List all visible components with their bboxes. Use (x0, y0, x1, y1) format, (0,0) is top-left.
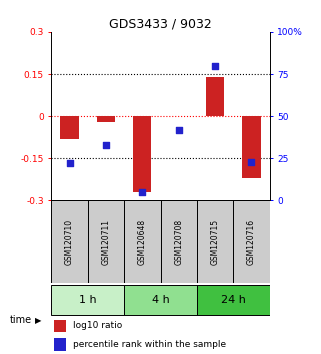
Text: GSM120716: GSM120716 (247, 218, 256, 265)
Bar (124, 285, 197, 315)
Text: GSM120711: GSM120711 (101, 219, 110, 265)
Point (213, 63, 218, 68)
Bar (51, 285, 124, 315)
Bar (97, 116, 115, 122)
Point (67, 160, 72, 166)
Point (140, 189, 145, 195)
Text: 1 h: 1 h (79, 295, 97, 305)
Text: GSM120710: GSM120710 (65, 218, 74, 265)
Text: GSM120648: GSM120648 (138, 218, 147, 265)
Point (103, 142, 108, 148)
Bar (206, 77, 224, 116)
Bar (233, 200, 270, 283)
Text: 4 h: 4 h (152, 295, 169, 305)
Text: percentile rank within the sample: percentile rank within the sample (73, 340, 226, 349)
Text: log10 ratio: log10 ratio (73, 321, 122, 330)
Point (249, 159, 254, 165)
Bar (54, 338, 65, 351)
Bar (197, 200, 233, 283)
Text: ▶: ▶ (35, 316, 42, 325)
Text: GSM120708: GSM120708 (174, 218, 183, 265)
Bar (133, 116, 152, 192)
Text: GSM120715: GSM120715 (211, 218, 220, 265)
Bar (54, 320, 65, 332)
Bar (88, 200, 124, 283)
Bar (60, 116, 79, 139)
Bar (51, 200, 88, 283)
Text: time: time (10, 315, 32, 325)
Bar (242, 116, 261, 178)
Point (176, 127, 181, 132)
Bar (197, 285, 270, 315)
Text: 24 h: 24 h (221, 295, 246, 305)
Title: GDS3433 / 9032: GDS3433 / 9032 (109, 18, 212, 31)
Bar (124, 200, 160, 283)
Bar (160, 200, 197, 283)
